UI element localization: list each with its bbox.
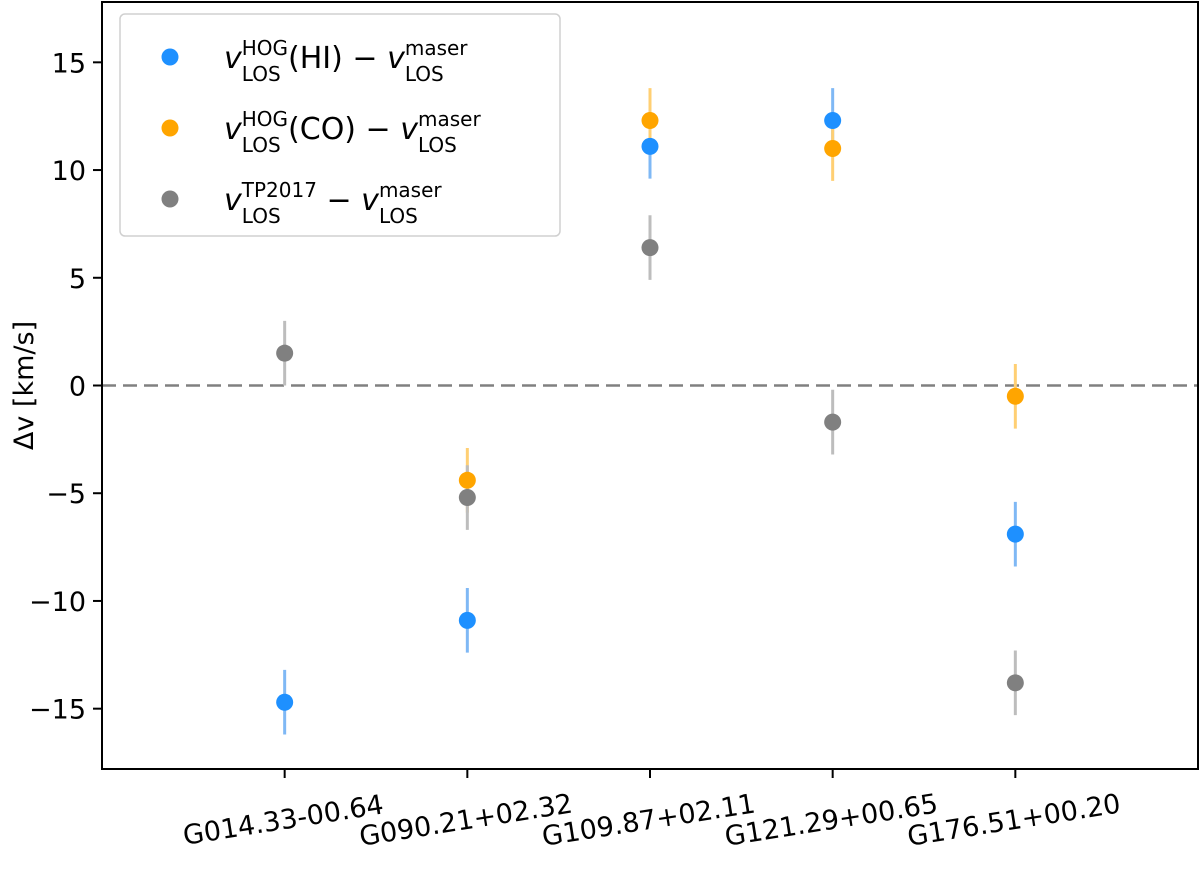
legend-operator: (HI) − <box>288 41 387 76</box>
y-tick-label: −15 <box>29 695 86 726</box>
legend-subscript: LOS <box>379 204 418 228</box>
data-point-series-1 <box>276 693 294 711</box>
legend-variable: v <box>387 41 406 76</box>
legend-superscript: maser <box>405 36 468 60</box>
x-tick-label: G109.87+02.11 <box>540 788 758 852</box>
legend-subscript: LOS <box>405 62 444 86</box>
data-point-series-1 <box>824 111 842 129</box>
legend-operator: − <box>317 183 361 218</box>
legend-marker-series-3 <box>161 190 179 208</box>
legend-entry-series-1: vHOG LOS (HI) − vmaser LOS <box>224 36 468 86</box>
legend-marker-series-1 <box>161 48 179 66</box>
legend-variable: v <box>224 41 243 76</box>
data-point-series-2 <box>1006 387 1024 405</box>
legend-superscript: maser <box>379 178 442 202</box>
y-axis-label: Δv [km/s] <box>9 321 40 450</box>
legend-subscript: LOS <box>418 133 457 157</box>
legend-superscript: TP2017 <box>241 178 317 202</box>
legend-entry-series-2: vHOG LOS (CO) − vmaser LOS <box>224 107 481 157</box>
legend-variable: v <box>224 112 243 147</box>
legend-superscript: maser <box>418 107 481 131</box>
legend-operator: (CO) − <box>288 112 400 147</box>
data-point-series-3 <box>1006 674 1024 692</box>
y-tick-label: 0 <box>69 372 86 403</box>
x-tick-label: G014.33-00.64 <box>181 789 386 851</box>
legend-variable: v <box>400 112 419 147</box>
y-tick-label: −10 <box>29 587 86 618</box>
data-point-series-3 <box>824 413 842 431</box>
legend-variable: v <box>224 183 243 218</box>
legend-marker-series-2 <box>161 119 179 137</box>
legend-subscript: LOS <box>242 204 281 228</box>
legend-box <box>119 13 561 237</box>
data-point-series-2 <box>458 471 476 489</box>
data-point-series-1 <box>641 137 659 155</box>
legend-entry-series-3: vTP2017 LOS − vmaser LOS <box>224 178 442 228</box>
data-point-series-3 <box>641 239 659 257</box>
y-tick-label: 5 <box>69 264 86 295</box>
data-point-series-3 <box>458 489 476 507</box>
x-tick-label: G176.51+00.20 <box>905 788 1123 852</box>
data-point-series-1 <box>1006 525 1024 543</box>
legend-superscript: HOG <box>242 107 288 131</box>
legend-variable: v <box>361 183 380 218</box>
x-tick-label: G090.21+02.32 <box>357 788 575 852</box>
y-tick-label: −5 <box>46 479 86 510</box>
data-point-series-1 <box>458 611 476 629</box>
legend-superscript: HOG <box>242 36 288 60</box>
y-tick-label: 10 <box>52 156 86 187</box>
legend-subscript: LOS <box>242 62 281 86</box>
data-point-series-3 <box>276 344 294 362</box>
data-point-series-2 <box>824 140 842 158</box>
x-tick-label: G121.29+00.65 <box>723 788 941 852</box>
y-tick-label: 15 <box>52 48 86 79</box>
legend-subscript: LOS <box>242 133 281 157</box>
data-point-series-2 <box>641 111 659 129</box>
